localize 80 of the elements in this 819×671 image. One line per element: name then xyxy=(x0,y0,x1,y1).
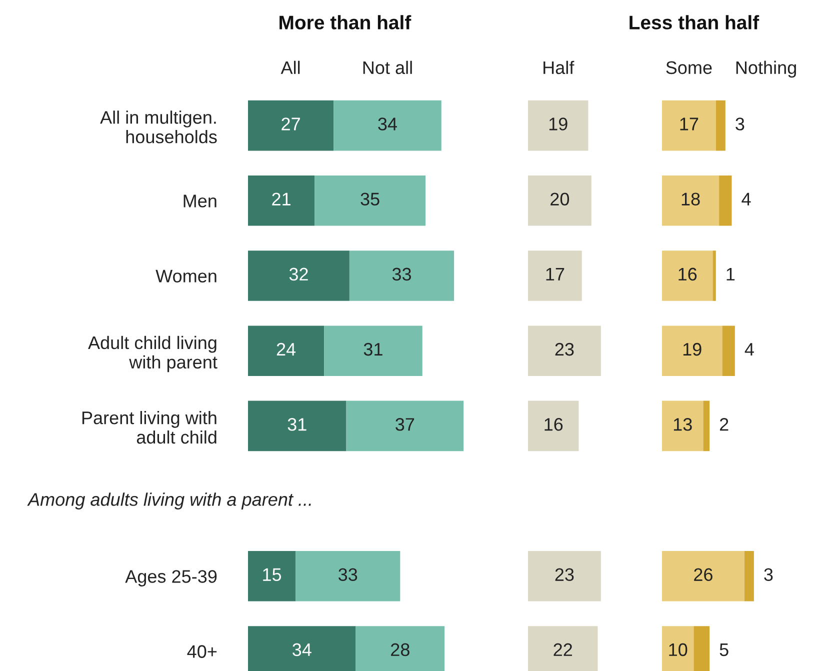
bar xyxy=(528,400,579,452)
data-label: 34 xyxy=(292,643,312,656)
bar xyxy=(662,400,704,452)
bar xyxy=(528,326,601,376)
bar xyxy=(248,550,296,602)
data-label: 16 xyxy=(678,268,697,281)
bar xyxy=(248,100,334,151)
data-label: 35 xyxy=(360,192,380,206)
series-label: Not all xyxy=(363,60,412,74)
data-label: 24 xyxy=(276,342,296,356)
bar xyxy=(349,250,454,301)
bar xyxy=(248,250,350,301)
bar xyxy=(662,175,720,226)
data-label: 31 xyxy=(288,418,306,431)
series-label: Some xyxy=(666,61,712,74)
y-tick-label: Adult child living with parent xyxy=(88,336,218,372)
data-label: 23 xyxy=(555,568,574,581)
annotation: Among adults living with a parent ... xyxy=(27,492,311,510)
data-label: 3 xyxy=(736,118,744,130)
bar xyxy=(346,400,464,452)
bar xyxy=(712,250,716,301)
data-label: 17 xyxy=(680,118,698,130)
bar xyxy=(528,250,582,301)
series-label: Nothing xyxy=(736,60,796,78)
bar xyxy=(248,326,324,376)
bar xyxy=(716,100,726,151)
data-label: 22 xyxy=(554,643,572,656)
data-label: 19 xyxy=(549,118,568,130)
data-label: 19 xyxy=(683,342,702,356)
data-label: 1 xyxy=(726,268,735,280)
data-label: 33 xyxy=(392,268,411,281)
data-label: 15 xyxy=(263,568,282,581)
bar xyxy=(722,326,735,376)
bar xyxy=(662,550,744,602)
series-label: Half xyxy=(544,60,574,74)
bar xyxy=(528,175,592,226)
data-label: 17 xyxy=(546,268,564,280)
data-label: 34 xyxy=(378,118,397,130)
data-label: 4 xyxy=(742,192,751,206)
chart-title: More than half xyxy=(280,15,412,30)
data-label: 33 xyxy=(338,568,358,581)
bar xyxy=(324,326,422,376)
bar xyxy=(314,175,426,226)
bar xyxy=(296,550,400,602)
y-tick-label: Men xyxy=(184,194,216,208)
y-tick-label: Parent living with adult child xyxy=(82,410,216,444)
bar xyxy=(528,100,588,151)
data-label: 5 xyxy=(720,643,728,656)
data-label: 37 xyxy=(396,418,414,431)
bar xyxy=(248,175,315,226)
y-tick-label: Women xyxy=(156,270,216,282)
bar xyxy=(662,250,713,301)
bar xyxy=(662,326,722,376)
data-label: 18 xyxy=(682,192,700,206)
series-label: All xyxy=(280,60,300,74)
chart-title: Less than half xyxy=(630,15,760,30)
bar xyxy=(719,175,732,226)
bar xyxy=(703,400,710,452)
data-label: 21 xyxy=(272,192,290,206)
data-label: 16 xyxy=(544,418,563,431)
bar xyxy=(248,400,346,452)
data-label: 3 xyxy=(764,568,773,581)
bar xyxy=(334,100,442,151)
data-label: 13 xyxy=(674,418,692,431)
data-label: 31 xyxy=(364,342,382,356)
data-label: 32 xyxy=(289,268,308,281)
data-label: 20 xyxy=(550,192,570,206)
bar xyxy=(528,550,601,602)
data-label: 27 xyxy=(282,118,300,130)
y-tick-label: Ages 25-39 xyxy=(125,570,217,586)
y-tick-label: All in multigen. households xyxy=(100,110,217,144)
bar xyxy=(662,100,716,151)
data-label: 26 xyxy=(694,568,712,581)
data-label: 2 xyxy=(720,418,728,431)
y-tick-label: 40+ xyxy=(187,645,217,658)
data-label: 23 xyxy=(555,342,574,356)
data-label: 28 xyxy=(391,643,410,656)
bar xyxy=(744,550,754,602)
data-label: 4 xyxy=(744,343,754,356)
data-label: 10 xyxy=(669,643,688,656)
